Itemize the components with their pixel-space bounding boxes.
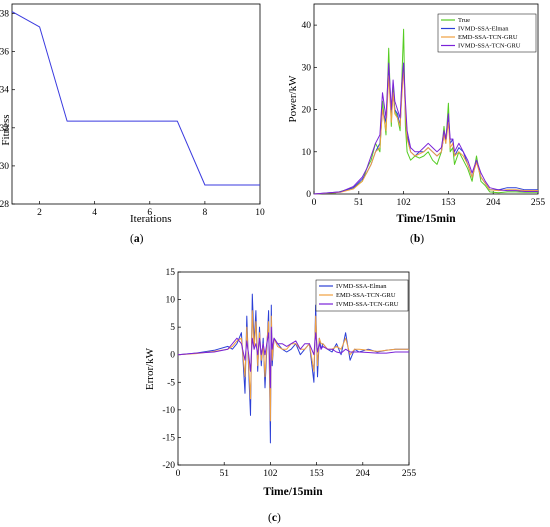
chart-c-ylabel: Error/kW (144, 347, 156, 390)
chart-c-ytick-label: 15 (166, 268, 176, 278)
chart-c: 0 51 102 153 204 255 -20 -15 -10 -5 0 5 10 15 IVMD-S… (144, 268, 416, 524)
chart-c-xtick-label: 51 (219, 469, 229, 479)
chart-c-xtick-label: 153 (309, 469, 324, 479)
chart-a-ytick-label: 0.030 (0, 162, 9, 172)
chart-b-ylabel: Power/kW (287, 75, 299, 123)
chart-a-frame (11, 3, 261, 205)
caption-c: (c) (268, 512, 281, 524)
chart-c-legend-label: IVMD-SSA-TCN-GRU (336, 301, 399, 308)
chart-a-ytick-label: 0.038 (0, 10, 9, 20)
chart-b-ytick-label: 20 (302, 106, 312, 116)
chart-c-xtick-label: 0 (176, 469, 181, 479)
caption-b-letter: b (414, 233, 420, 245)
caption-c-letter: c (272, 512, 277, 524)
chart-b-frame (313, 3, 539, 195)
chart-c-xlabel: Time/15min (263, 486, 323, 498)
chart-c-frame (177, 271, 410, 466)
caption-b: (b) (410, 233, 424, 245)
chart-c-xtick-label: 102 (263, 469, 278, 479)
chart-a-xtick-label: 8 (203, 208, 208, 218)
chart-c-ytick-label: -10 (162, 406, 175, 416)
chart-b-xtick-label: 153 (441, 198, 456, 208)
chart-b-series-ivmd-ssa-tcn-gru (313, 62, 538, 195)
chart-b-ytick-label: 0 (306, 190, 311, 200)
chart-b-series-ivmd-ssa-elman (313, 62, 538, 195)
chart-c-ytick-label: -5 (167, 378, 175, 388)
chart-b-xtick-label: 102 (396, 198, 411, 208)
chart-b-legend-label: True (458, 17, 470, 24)
chart-a-ytick-label: 0.036 (0, 48, 9, 58)
chart-a-ytick-label: 0.028 (0, 200, 9, 210)
chart-b-legend-label: IVMD-SSA-Elman (458, 26, 509, 33)
chart-c-legend: IVMD-SSA-Elman EMD-SSA-TCN-GRU IVMD-SSA-TC… (315, 279, 409, 312)
chart-a: 2 4 6 8 10 0.028 0.030 0.032 0.034 0.036 0.038 It… (0, 3, 265, 245)
chart-b-xtick-label: 0 (312, 198, 317, 208)
chart-b-ytick-label: 10 (302, 148, 312, 158)
chart-c-series-emd-ssa-tcn-gru (177, 310, 409, 422)
chart-c-series-ivmd-ssa-elman (177, 293, 409, 444)
chart-a-ytick-label: 0.032 (0, 124, 9, 134)
chart-c-legend-label: IVMD-SSA-Elman (336, 283, 387, 290)
chart-c-ytick-label: 5 (170, 323, 175, 333)
chart-c-ytick-label: -20 (162, 461, 175, 471)
chart-a-series-line (11, 11, 260, 186)
chart-b-series-true (313, 28, 538, 195)
chart-a-ytick-label: 0.034 (0, 86, 9, 96)
chart-b-ytick-label: 30 (302, 63, 312, 73)
chart-c-ytick-label: 0 (170, 351, 175, 361)
chart-a-xtick-label: 2 (37, 208, 42, 218)
chart-c-legend-label: EMD-SSA-TCN-GRU (336, 292, 396, 299)
chart-b-xtick-label: 204 (486, 198, 501, 208)
chart-b: 0 51 102 153 204 255 0 10 20 30 40 True IVMD-SSA-E… (287, 3, 546, 245)
chart-b-series-emd-ssa-tcn-gru (313, 66, 538, 195)
chart-b-legend-label: EMD-SSA-TCN-GRU (458, 34, 518, 41)
caption-a-letter: a (134, 233, 140, 245)
chart-b-xtick-label: 51 (354, 198, 364, 208)
chart-b-legend-label: IVMD-SSA-TCN-GRU (458, 43, 521, 50)
chart-a-xtick-label: 10 (255, 208, 265, 218)
chart-a-xtick-label: 4 (92, 208, 97, 218)
chart-c-xtick-label: 255 (402, 469, 417, 479)
chart-c-xtick-label: 204 (356, 469, 371, 479)
chart-b-xtick-label: 255 (531, 198, 546, 208)
chart-a-xlabel: Iterations (130, 213, 172, 225)
chart-c-series-ivmd-ssa-tcn-gru (177, 326, 409, 389)
chart-a-ylabel: Fitness (0, 114, 12, 145)
chart-a-xtick-label: 6 (147, 208, 152, 218)
caption-a: (a) (130, 233, 144, 245)
chart-c-ytick-label: -15 (162, 433, 175, 443)
chart-b-xlabel: Time/15min (396, 213, 456, 225)
chart-c-ytick-label: 10 (166, 296, 176, 306)
chart-b-ytick-label: 40 (302, 21, 312, 31)
